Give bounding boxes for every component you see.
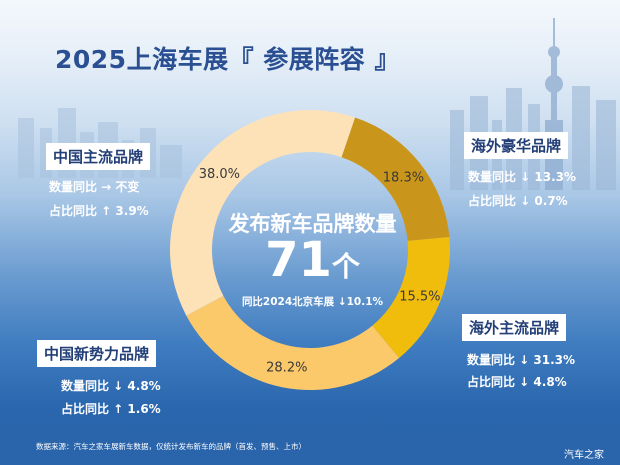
center-value-unit: 个: [331, 250, 360, 283]
stat-overseas-luxury-share: 占比同比 ↓ 0.7%: [468, 194, 568, 208]
donut-slice-0: [170, 110, 356, 316]
center-value: 71个: [210, 232, 415, 288]
slice-percent-label-3: 28.2%: [266, 361, 307, 376]
stat-china-new-force-count: 数量同比 ↓ 4.8%: [61, 379, 161, 393]
stat-china-new-force-share: 占比同比 ↑ 1.6%: [61, 402, 161, 416]
slice-percent-label-1: 18.3%: [383, 170, 424, 185]
center-value-number: 71: [265, 232, 332, 288]
stat-overseas-mainstream-count: 数量同比 ↓ 31.3%: [467, 353, 576, 367]
donut-slice-1: [341, 117, 450, 241]
donut-slice-3: [186, 296, 400, 390]
brand-title-china-mainstream: 中国主流品牌: [46, 143, 151, 170]
stat-china-mainstream-count: 数量同比 → 不变: [49, 180, 140, 194]
donut-slice-2: [372, 237, 450, 358]
stat-overseas-luxury-count: 数量同比 ↓ 13.3%: [468, 170, 577, 184]
brand-title-china-new-force: 中国新势力品牌: [37, 340, 157, 367]
stat-china-mainstream-share: 占比同比 ↑ 3.9%: [49, 204, 149, 218]
center-comparison: 同比2024北京车展 ↓10.1%: [241, 296, 384, 308]
center-label: 发布新车品牌数量: [228, 212, 397, 236]
brand-title-overseas-mainstream: 海外主流品牌: [462, 314, 567, 341]
stat-overseas-mainstream-share: 占比同比 ↓ 4.8%: [467, 375, 567, 389]
data-source-footnote: 数据来源：汽车之家车展新车数据，仅统计发布新车的品牌（首发、预售、上市）: [36, 442, 306, 451]
brand-title-overseas-luxury: 海外豪华品牌: [464, 132, 569, 159]
page-title: 2025上海车展『 参展阵容 』: [55, 45, 400, 74]
slice-percent-label-0: 38.0%: [199, 167, 240, 182]
autohome-logo: 汽车之家: [564, 450, 604, 461]
slice-percent-label-2: 15.5%: [399, 290, 440, 305]
